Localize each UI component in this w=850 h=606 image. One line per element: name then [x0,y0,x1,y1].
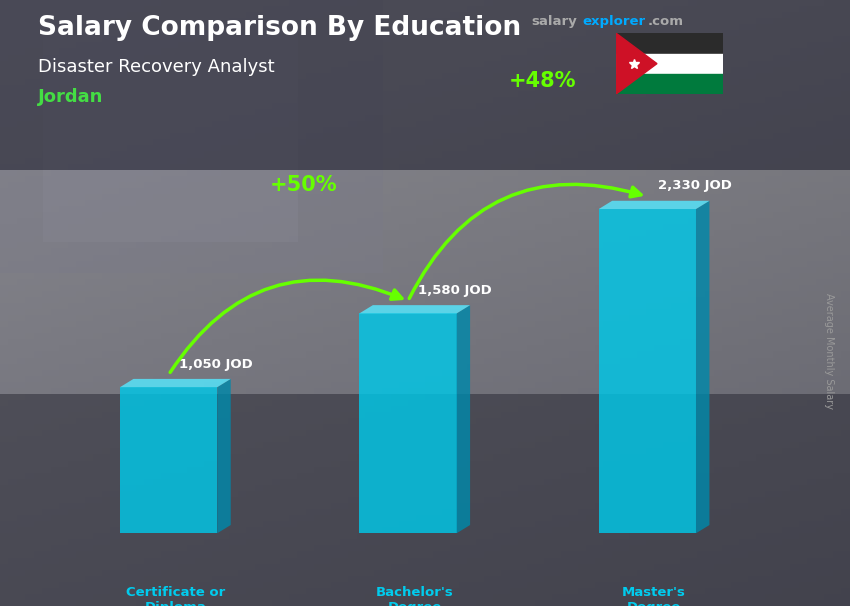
Text: Certificate or
Diploma: Certificate or Diploma [126,586,225,606]
Text: Average Monthly Salary: Average Monthly Salary [824,293,834,410]
Bar [0,0,382,273]
Polygon shape [598,209,696,533]
Text: Jordan: Jordan [38,88,104,106]
Polygon shape [696,201,710,533]
Polygon shape [218,379,230,533]
Polygon shape [456,305,470,533]
Text: Salary Comparison By Education: Salary Comparison By Education [38,15,521,41]
Text: salary: salary [531,15,577,28]
Polygon shape [616,33,657,94]
Text: +50%: +50% [269,175,337,195]
Bar [616,74,722,94]
Text: 1,580 JOD: 1,580 JOD [418,284,492,297]
Polygon shape [598,201,710,209]
Bar [0,394,850,606]
Polygon shape [360,305,470,313]
Text: Bachelor's
Degree: Bachelor's Degree [376,586,454,606]
Polygon shape [120,379,230,387]
Polygon shape [120,387,218,533]
Text: Disaster Recovery Analyst: Disaster Recovery Analyst [38,58,275,76]
Bar [0,0,850,170]
Bar [616,53,722,74]
Text: 1,050 JOD: 1,050 JOD [179,358,252,370]
Text: +48%: +48% [509,70,576,90]
Polygon shape [360,313,456,533]
Bar [42,30,298,242]
Text: 2,330 JOD: 2,330 JOD [658,179,732,193]
Text: .com: .com [648,15,683,28]
Text: Master's
Degree: Master's Degree [622,586,686,606]
Text: explorer: explorer [582,15,645,28]
Bar [616,33,722,53]
